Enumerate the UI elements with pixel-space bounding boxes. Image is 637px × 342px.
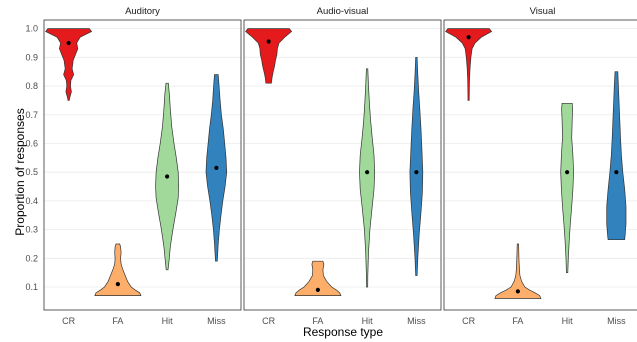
panel-title: Audio-visual xyxy=(317,6,369,17)
y-axis-title: Proportion of responses xyxy=(13,108,27,235)
violin-hit xyxy=(359,68,376,288)
panel-frame xyxy=(243,19,442,311)
x-tick-label: FA xyxy=(312,316,323,326)
x-tick-label: Miss xyxy=(607,316,626,326)
mean-point xyxy=(165,174,170,179)
y-tick-label: 0.8 xyxy=(25,81,38,91)
mean-point xyxy=(266,39,271,44)
x-tick-label: CR xyxy=(462,316,475,326)
violin-cr xyxy=(245,28,293,84)
violin-cr xyxy=(445,28,493,101)
mean-point xyxy=(66,40,71,46)
y-tick-label: 0.1 xyxy=(25,282,38,292)
x-tick-label: CR xyxy=(262,316,275,326)
x-tick-label: CR xyxy=(62,316,75,326)
x-axis-title: Response type xyxy=(303,325,383,339)
violin-fa xyxy=(294,260,342,296)
y-tick-label: 1.0 xyxy=(25,24,38,34)
mean-point xyxy=(365,170,370,175)
violin-hit xyxy=(560,102,574,274)
y-tick-label: 0.9 xyxy=(25,52,38,62)
x-tick-label: Hit xyxy=(162,316,173,326)
x-tick-label: Hit xyxy=(362,316,373,326)
violin-fa xyxy=(94,243,142,296)
x-tick-label: Miss xyxy=(407,316,426,326)
mean-point xyxy=(466,35,471,40)
y-tick-label: 0.3 xyxy=(25,225,38,235)
x-tick-label: FA xyxy=(512,316,523,326)
panel-title: Visual xyxy=(530,6,556,17)
mean-point xyxy=(565,170,570,175)
mean-point xyxy=(315,287,320,293)
x-tick-label: Hit xyxy=(562,316,573,326)
x-tick-label: FA xyxy=(112,316,123,326)
mean-point xyxy=(414,170,419,175)
mean-point xyxy=(515,289,520,294)
y-tick-label: 0.5 xyxy=(25,167,38,177)
frame-layer xyxy=(43,19,637,311)
mean-point xyxy=(214,165,219,170)
x-tick-label: Miss xyxy=(207,316,226,326)
violin-miss xyxy=(409,56,424,276)
panel-title: Auditory xyxy=(125,6,160,17)
panel-frame xyxy=(43,19,242,311)
mean-point xyxy=(614,170,619,175)
violin-layer xyxy=(45,28,627,299)
panel-frame xyxy=(443,19,637,311)
grid-layer xyxy=(44,28,637,288)
y-tick-label: 0.6 xyxy=(25,138,38,148)
violin-cr xyxy=(45,28,93,101)
mean-point xyxy=(115,282,120,287)
violin-fa xyxy=(494,243,542,299)
text-layer: 0.1 0.2 0.3 0.4 0.5 0.6 0.7 0.8 0.9 1.0 Auditory CR… xyxy=(25,6,626,326)
y-tick-label: 0.2 xyxy=(25,253,38,263)
y-tick-label: 0.7 xyxy=(25,110,38,120)
y-tick-label: 0.4 xyxy=(25,196,38,206)
violin-miss xyxy=(606,71,627,241)
